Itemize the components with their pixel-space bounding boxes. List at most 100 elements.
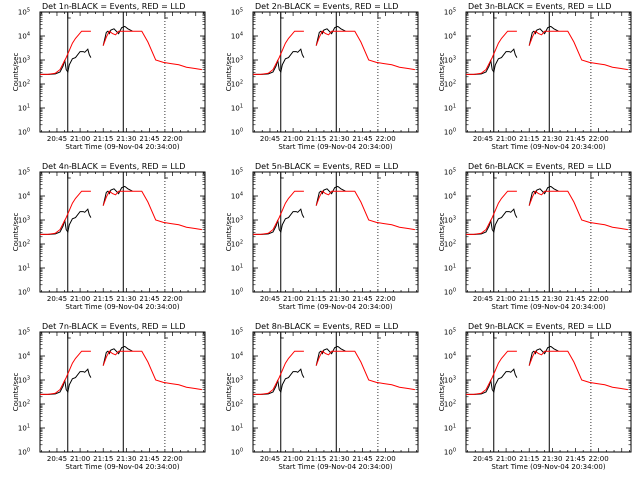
y-axis-label: Counts/sec <box>225 213 233 252</box>
x-tick-label: 20:45 <box>473 455 493 463</box>
x-tick-label: 21:45 <box>352 135 372 143</box>
x-tick-label: 21:30 <box>329 295 349 303</box>
data-series <box>40 185 202 235</box>
plot-frame <box>465 11 632 133</box>
series-line-events <box>253 48 305 75</box>
y-tick-label: 105 <box>18 8 30 17</box>
data-series <box>40 25 202 75</box>
y-tick-label: 100 <box>444 128 456 137</box>
marker-bracket <box>67 173 71 179</box>
series-line-events <box>528 185 559 206</box>
panel-title: Det 8n-BLACK = Events, RED = LLD <box>255 322 398 331</box>
y-tick-label: 104 <box>444 192 456 201</box>
plot-frame <box>465 331 632 453</box>
y-axis-label: Counts/sec <box>438 53 446 92</box>
x-tick-label: 21:30 <box>542 135 562 143</box>
y-tick-label: 101 <box>444 424 456 433</box>
x-tick-label: 21:00 <box>283 455 303 463</box>
y-tick-label: 101 <box>18 264 30 273</box>
x-axis-label: Start Time (09-Nov-04 20:34:00) <box>491 303 605 311</box>
marker-bracket <box>67 13 71 19</box>
x-tick-label: 20:45 <box>260 295 280 303</box>
x-tick-label: 20:45 <box>47 455 67 463</box>
marker-bracket <box>164 173 168 179</box>
series-line-lld <box>40 190 91 235</box>
series-line-events <box>40 208 92 235</box>
plot-frame <box>39 331 206 453</box>
chart-panel-8: Det 8n-BLACK = Events, RED = LLD 100 101 10… <box>225 322 419 471</box>
x-tick-label: 20:45 <box>47 135 67 143</box>
x-tick-label: 21:15 <box>93 295 113 303</box>
x-tick-label: 21:30 <box>116 455 136 463</box>
series-line-lld <box>102 30 202 71</box>
x-tick-label: 21:15 <box>93 455 113 463</box>
y-tick-label: 104 <box>231 192 243 201</box>
chart-panel-4: Det 4n-BLACK = Events, RED = LLD 100 101 10… <box>12 162 206 311</box>
chart-panel-6: Det 6n-BLACK = Events, RED = LLD 100 101 10… <box>438 162 632 311</box>
data-series <box>40 345 202 395</box>
chart-panel-5: Det 5n-BLACK = Events, RED = LLD 100 101 10… <box>225 162 419 311</box>
data-series <box>253 25 415 75</box>
x-tick-label: 21:45 <box>139 135 159 143</box>
series-line-events <box>102 25 133 46</box>
series-line-events <box>528 25 559 46</box>
x-tick-label: 22:00 <box>589 455 609 463</box>
marker-bracket <box>377 13 381 19</box>
plot-frame <box>39 171 206 293</box>
x-tick-label: 21:45 <box>352 455 372 463</box>
x-tick-label: 21:45 <box>139 295 159 303</box>
series-line-events <box>466 368 518 395</box>
y-tick-label: 101 <box>18 424 30 433</box>
y-tick-label: 104 <box>18 352 30 361</box>
y-tick-label: 100 <box>231 448 243 457</box>
y-tick-label: 104 <box>18 192 30 201</box>
chart-panel-1: Det 1n-BLACK = Events, RED = LLD 100 101 10… <box>12 2 206 151</box>
x-tick-label: 21:00 <box>70 295 90 303</box>
y-axis-label: Counts/sec <box>438 213 446 252</box>
marker-bracket <box>377 333 381 339</box>
x-tick-label: 21:30 <box>542 295 562 303</box>
series-line-events <box>466 208 518 235</box>
series-line-events <box>40 368 92 395</box>
y-tick-label: 105 <box>231 328 243 337</box>
y-tick-label: 102 <box>231 400 243 409</box>
series-line-lld <box>466 30 517 75</box>
y-tick-label: 105 <box>231 8 243 17</box>
series-line-events <box>315 185 346 206</box>
x-tick-label: 21:00 <box>496 295 516 303</box>
y-tick-label: 102 <box>231 240 243 249</box>
y-tick-label: 102 <box>444 240 456 249</box>
series-line-events <box>528 345 559 366</box>
x-tick-label: 21:45 <box>139 455 159 463</box>
series-line-lld <box>40 350 91 395</box>
y-axis-label: Counts/sec <box>225 373 233 412</box>
y-tick-label: 101 <box>444 104 456 113</box>
panel-title: Det 4n-BLACK = Events, RED = LLD <box>42 162 185 171</box>
marker-bracket <box>590 333 594 339</box>
x-tick-label: 21:15 <box>519 455 539 463</box>
x-axis-label: Start Time (09-Nov-04 20:34:00) <box>278 143 392 151</box>
x-tick-label: 22:00 <box>376 135 396 143</box>
x-tick-label: 20:45 <box>473 295 493 303</box>
x-tick-label: 20:45 <box>260 455 280 463</box>
x-tick-label: 22:00 <box>376 295 396 303</box>
x-axis-label: Start Time (09-Nov-04 20:34:00) <box>65 303 179 311</box>
marker-bracket <box>590 173 594 179</box>
series-line-events <box>315 25 346 46</box>
x-tick-label: 22:00 <box>376 455 396 463</box>
marker-bracket <box>67 333 71 339</box>
y-tick-label: 101 <box>231 424 243 433</box>
marker-bracket <box>493 13 497 19</box>
y-axis-label: Counts/sec <box>12 213 20 252</box>
y-tick-label: 100 <box>231 128 243 137</box>
y-axis-label: Counts/sec <box>225 53 233 92</box>
x-tick-label: 20:45 <box>47 295 67 303</box>
y-tick-label: 102 <box>231 80 243 89</box>
x-tick-label: 21:30 <box>116 135 136 143</box>
x-tick-label: 21:30 <box>542 455 562 463</box>
y-tick-label: 103 <box>231 56 243 65</box>
y-tick-label: 102 <box>444 80 456 89</box>
y-tick-label: 103 <box>231 216 243 225</box>
y-tick-label: 103 <box>444 376 456 385</box>
